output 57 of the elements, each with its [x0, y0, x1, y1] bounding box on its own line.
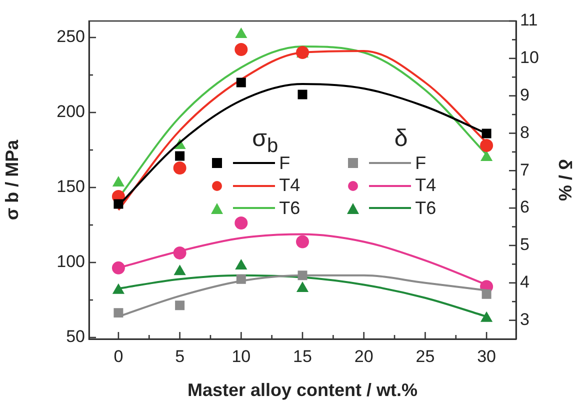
point [236, 78, 246, 88]
x-tick-label: 5 [175, 346, 185, 366]
y2-tick-label: 11 [520, 10, 538, 30]
y2-tick-label: 3 [520, 310, 530, 329]
point [235, 260, 247, 270]
point [175, 300, 185, 310]
point [234, 216, 248, 230]
point [298, 270, 308, 280]
y-tick-label: 100 [56, 252, 85, 272]
y2-tick-label: 4 [520, 272, 530, 292]
annotation: δ [393, 124, 409, 152]
x-tick-label: 15 [293, 346, 312, 366]
x-tick-label: 25 [416, 346, 435, 366]
x-tick-label: 30 [477, 346, 496, 366]
point [173, 246, 186, 260]
point [298, 90, 308, 100]
y2-tick-label: 5 [520, 235, 530, 254]
point [234, 43, 248, 56]
y2-tick-label: 7 [520, 160, 530, 180]
point [175, 151, 185, 161]
y-tick-label: 50 [66, 327, 85, 346]
point [236, 274, 246, 284]
x-tick-label: 0 [114, 346, 124, 366]
y-tick-label: 150 [56, 177, 85, 196]
point [174, 265, 186, 276]
point [173, 162, 186, 174]
point [480, 139, 494, 152]
point [112, 261, 125, 274]
annotation: σ$_{b}$ [251, 124, 280, 157]
point [482, 128, 492, 138]
y2-tick-label: 10 [520, 48, 539, 68]
point [112, 176, 124, 186]
legend-label: F [415, 152, 426, 174]
x-tick-label: 20 [354, 346, 374, 366]
point [480, 151, 492, 161]
y-tick-label: 200 [56, 102, 85, 122]
y-tick-label: 250 [56, 27, 85, 46]
y-axis-title: σ b / MPa [2, 138, 22, 220]
legend-label: F [279, 152, 290, 174]
x-tick-label: 10 [232, 346, 251, 366]
point [482, 289, 492, 299]
y2-tick-label: 6 [520, 198, 530, 217]
legend-label: T4 [279, 175, 300, 196]
legend-label: T6 [415, 198, 436, 219]
y2-tick-label: 8 [520, 122, 530, 142]
point [296, 235, 309, 248]
point [112, 284, 124, 294]
legend-label: T4 [415, 175, 436, 196]
point [114, 199, 124, 209]
point [480, 312, 492, 322]
point [114, 308, 124, 318]
x-axis-title: Master alloy content / wt.% [187, 380, 418, 400]
point [296, 282, 308, 292]
legend-label: T6 [279, 198, 300, 219]
y2-axis-title: δ / % [555, 159, 576, 201]
point [235, 28, 247, 38]
y2-tick-label: 9 [520, 86, 530, 105]
